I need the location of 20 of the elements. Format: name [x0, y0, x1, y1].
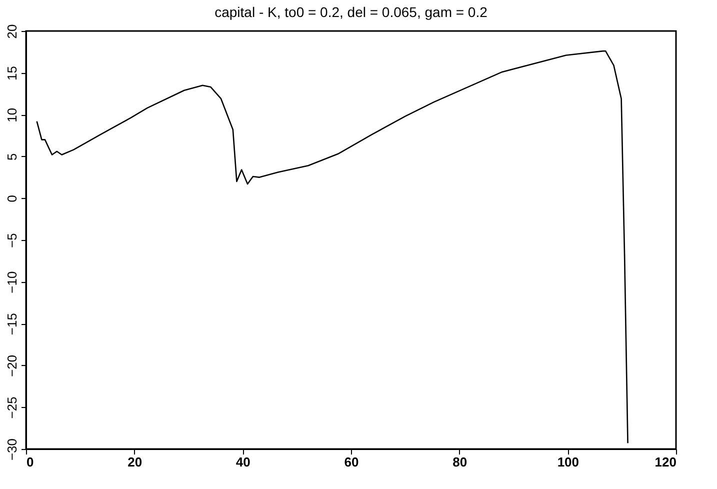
x-tick-label: 80 [452, 454, 468, 470]
y-tick-label: 5 [4, 153, 20, 161]
y-tick-label: −20 [4, 354, 20, 377]
y-tick-label: −30 [4, 438, 20, 461]
x-tick-label: 0 [26, 454, 34, 470]
x-tick-label: 20 [128, 454, 142, 470]
x-tick-label: 100 [557, 454, 580, 470]
x-tick-label: 60 [344, 454, 359, 470]
y-tick-label: −5 [4, 233, 20, 248]
y-tick-label: −15 [4, 313, 20, 336]
y-tick-label: 20 [4, 24, 20, 39]
y-tick-label: 0 [4, 195, 20, 202]
y-tick-label: 10 [4, 108, 20, 122]
x-tick-label: 40 [236, 454, 250, 470]
x-tick-label: 120 [654, 454, 676, 470]
y-tick-label: −10 [4, 271, 20, 294]
line-series [36, 50, 628, 444]
y-tick-label: 15 [4, 66, 20, 81]
chart-title: capital - K, to0 = 0.2, del = 0.065, gam = 0.2 [214, 4, 488, 20]
y-tick-label: −25 [4, 396, 20, 419]
